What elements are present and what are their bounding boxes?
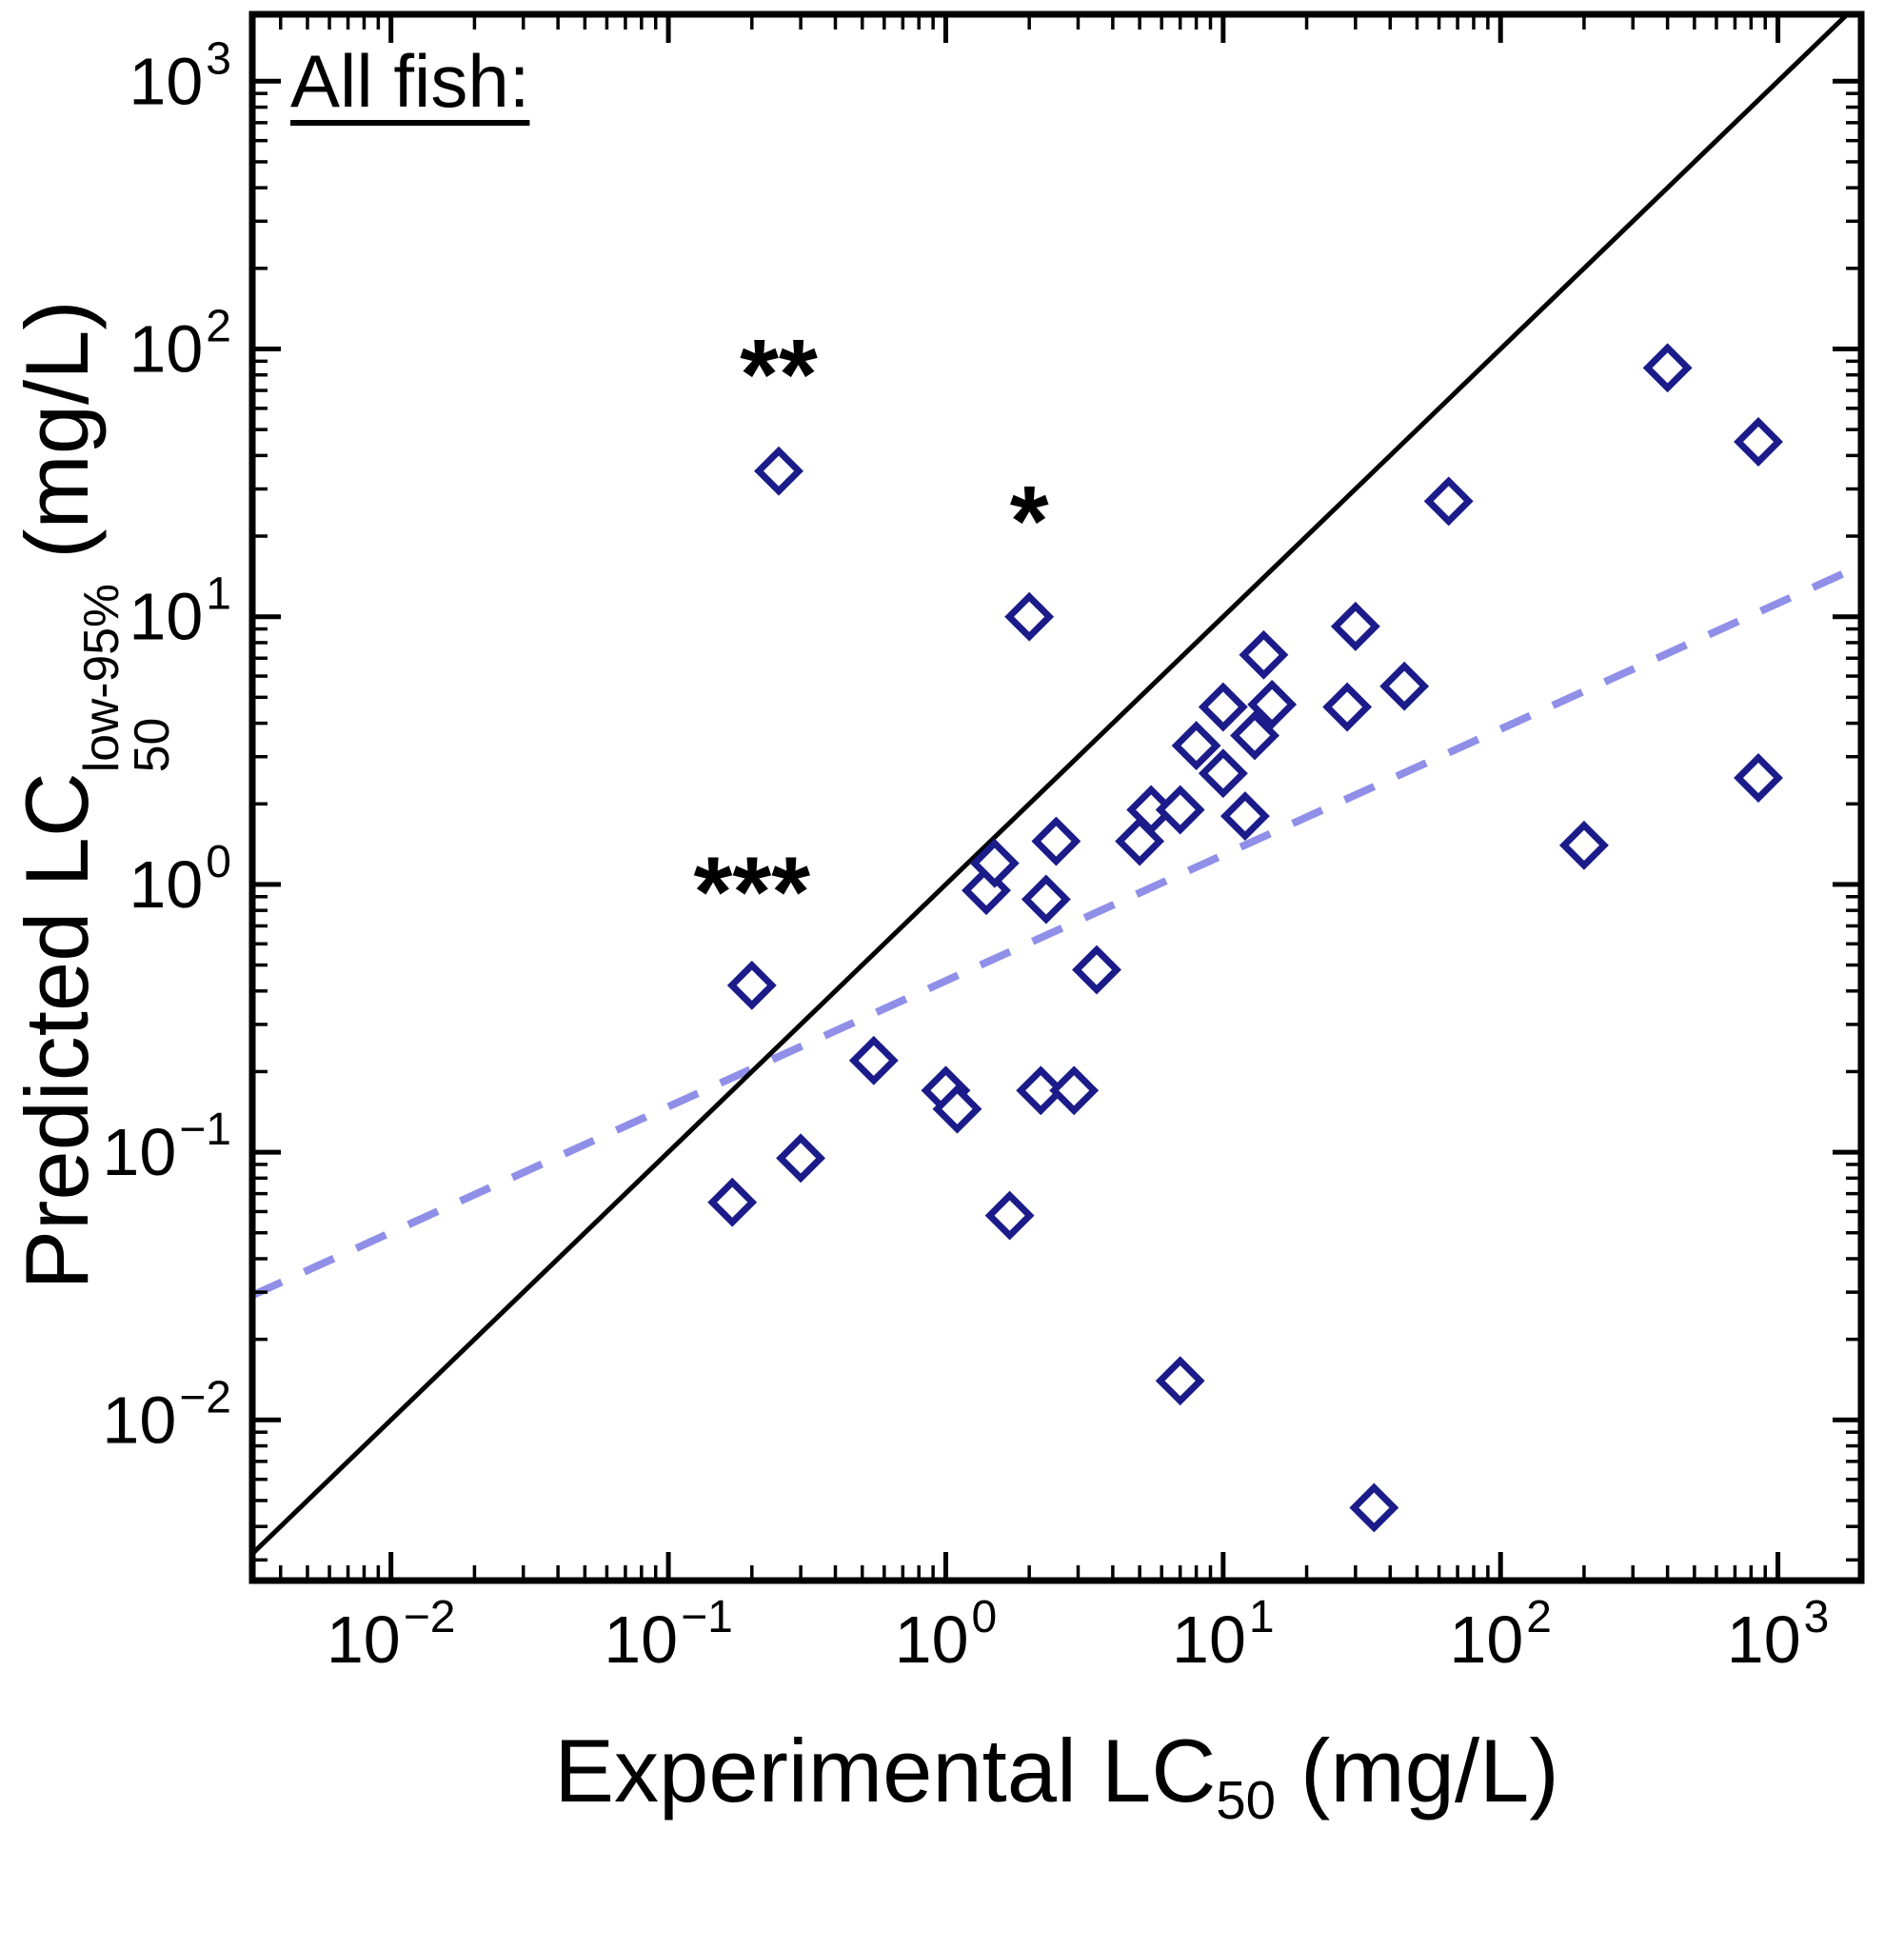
- data-point-marker: [1198, 748, 1248, 799]
- data-point-marker: [1171, 721, 1221, 771]
- y-tick-label: 102: [129, 301, 231, 386]
- y-tick-label: 100: [129, 837, 231, 922]
- star-annotation: ***: [693, 836, 810, 947]
- data-point-marker: [1220, 791, 1270, 842]
- data-point-marker: [754, 446, 803, 496]
- x-tick-label: 100: [895, 1592, 998, 1677]
- star-annotation: **: [740, 319, 818, 430]
- data-point-marker: [1349, 1482, 1399, 1533]
- fit-line: [252, 562, 1861, 1300]
- data-point-marker: [1423, 476, 1474, 527]
- data-point-marker: [707, 1177, 758, 1227]
- x-tick-label: 101: [1172, 1592, 1275, 1677]
- x-tick-label: 102: [1449, 1592, 1552, 1677]
- data-point-marker: [1322, 682, 1373, 732]
- data-point-marker: [962, 866, 1011, 916]
- x-axis-title-text: Experimental LC: [554, 1721, 1217, 1821]
- x-axis-title: Experimental LC50 (mg/L): [252, 1720, 1861, 1831]
- data-point-marker: [726, 960, 777, 1010]
- y-axis-title-text: Predicted LC: [7, 772, 107, 1290]
- identity-line: [252, 14, 1852, 1558]
- y-axis-title-superscript: low-95%: [73, 584, 129, 773]
- data-point-marker: [1072, 945, 1121, 995]
- y-tick-label: 10−2: [102, 1372, 231, 1457]
- plot-title: All fish:: [290, 39, 530, 123]
- data-point-marker: [1734, 753, 1783, 803]
- data-point-marker: [1330, 601, 1380, 651]
- data-point-marker: [1379, 661, 1430, 711]
- data-point-marker: [1004, 591, 1055, 642]
- data-point-marker: [848, 1035, 899, 1085]
- data-point-marker: [969, 838, 1020, 888]
- x-axis-title-units: (mg/L): [1275, 1721, 1559, 1821]
- plot-frame: [248, 10, 1865, 1584]
- x-axis-title-subscript: 50: [1216, 1770, 1276, 1831]
- data-point-marker: [1031, 816, 1081, 866]
- x-tick-label: 103: [1727, 1592, 1830, 1677]
- data-point-marker: [1734, 417, 1783, 467]
- data-point-marker: [1642, 343, 1693, 393]
- x-tick-label: 10−2: [327, 1592, 456, 1677]
- data-point-marker: [1247, 679, 1298, 729]
- data-point-marker: [1155, 1356, 1205, 1406]
- data-point-marker: [1021, 874, 1071, 925]
- y-axis-title-units: (mg/L): [7, 300, 107, 585]
- data-point-marker: [1239, 629, 1289, 680]
- x-tick-label: 10−1: [604, 1592, 733, 1677]
- data-point-marker: [932, 1084, 982, 1134]
- data-point-marker: [1155, 785, 1205, 835]
- data-point-marker: [1016, 1065, 1066, 1116]
- y-tick-label: 103: [129, 33, 231, 118]
- star-annotation: *: [1010, 466, 1049, 577]
- data-point-marker: [1230, 710, 1279, 761]
- data-point-marker: [776, 1133, 826, 1184]
- data-point-marker: [1049, 1065, 1100, 1116]
- y-tick-label: 101: [129, 569, 231, 654]
- data-point-marker: [1198, 682, 1248, 732]
- y-tick-label: 10−1: [102, 1104, 231, 1189]
- data-point-marker: [1558, 820, 1609, 870]
- y-axis-title: Predicted LC low-95% 50 (mg/L): [0, 0, 179, 1604]
- data-point-marker: [984, 1190, 1035, 1241]
- y-axis-title-subscript: 50: [123, 717, 179, 773]
- y-axis-title-scripts: low-95% 50: [73, 584, 179, 773]
